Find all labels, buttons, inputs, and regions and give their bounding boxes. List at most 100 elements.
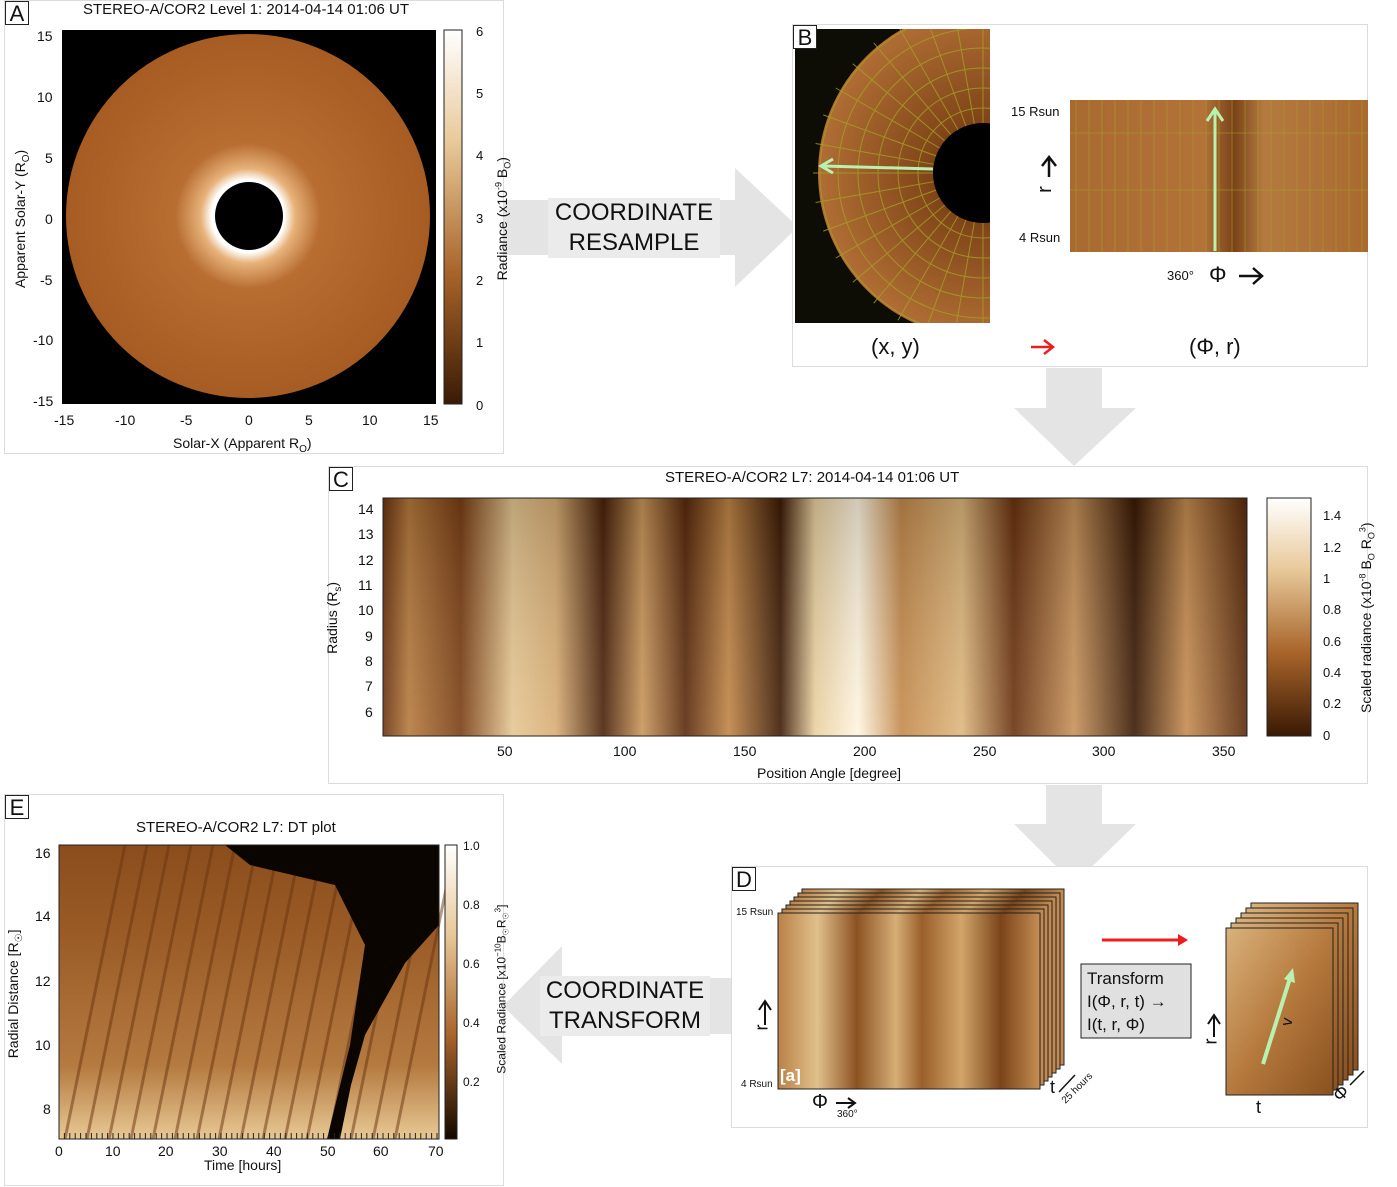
panel-e-ytick: 12 [35,973,51,989]
dt-streak [261,844,325,1140]
panel-a-cbar-label: Radiance (x10-9 BO) [493,149,512,289]
panel-c-xlabel: Position Angle [degree] [757,765,901,781]
panel-c-cbar-label-sub: O [1366,553,1377,561]
transform-line2: TRANSFORM [549,1007,701,1034]
dt-streak [195,844,259,1140]
panel-e-xtick: 70 [428,1143,444,1159]
resample-line2: RESAMPLE [568,229,700,256]
panel-b-arrow-up-head [1205,106,1225,122]
polar-ray [815,181,934,204]
dt-streak [129,844,193,1140]
panel-c-cbar-tick: 0.8 [1323,602,1342,617]
panel-b-rect-grid [1070,100,1368,252]
dt-streak [283,844,347,1140]
panel-a-xtick: 15 [423,412,439,428]
panel-a-cbar-tick: 3 [476,211,484,226]
panel-a-ytick: 0 [45,211,53,227]
panel-d-phi-arrow-head [847,1097,857,1109]
dt-streak [173,844,237,1140]
panel-e-cbar-tick: 0.6 [463,957,480,971]
panel-b-r-bottom: 4 Rsun [1019,230,1061,245]
panel-d-transform-line2: I(Φ, r, t) → [1087,992,1167,1011]
panel-e-xtick: 60 [373,1143,389,1159]
panel-c-cbar-tick: 0.4 [1323,665,1342,680]
panel-c-cbar-label-exp: -8 [1357,573,1368,582]
panel-e-colorbar [444,844,458,1140]
panel-e-cbar-label-mid2: R [494,919,509,929]
panel-c: C STEREO-A/COR2 L7: 2014-04-14 01:06 UT [324,466,1377,784]
panel-a-colorbar [443,29,463,405]
panel-c-ytick: 11 [358,577,373,593]
panel-e-cbar-tick: 0.4 [463,1016,480,1030]
panel-e-minor-ticks [58,1133,438,1139]
polar-ray [873,42,952,136]
panel-e-cbar-label-end: ] [494,904,509,908]
panel-d-r-arrow-head [758,999,772,1011]
panel-c-xtick: 250 [973,743,997,759]
panel-a-cbar-tick: 5 [476,86,484,101]
panel-c-ylabel-end: ) [324,581,341,587]
panel-e-xtick: 40 [266,1143,282,1159]
panel-c-frame [382,497,1248,737]
panel-c-colorbar [1266,497,1312,737]
polar-ray [956,222,975,323]
panel-c-cbar-label-exp2: 3 [1357,527,1368,533]
dt-streak [107,844,171,1140]
panel-e: E STEREO-A/COR2 L7: DT plot 0 10 20 30 4… [4,794,511,1186]
polar-ray [815,142,934,165]
polar-ring [877,67,990,279]
panel-b-phi-start: 360° [1167,268,1194,283]
panel-c-ylabel: Radius (Rs) [324,568,344,668]
panel-a-cbar-tick: 6 [476,24,484,39]
panel-a-cbar-label-mid: B [493,168,510,183]
panel-c-cbar-label: Scaled radiance (x10-8 BO RO3) [1357,518,1376,718]
panel-a-cbar-label-text: Radiance (x10 [493,190,510,281]
panel-a-ylabel: Apparent Solar-Y (RO) [12,139,32,299]
panel-a-image [62,29,463,405]
panel-e-xtick: 20 [158,1143,174,1159]
panel-a-ytick: 10 [37,89,53,105]
panel-e-xtick: 10 [105,1143,121,1159]
panel-e-cbar-label-sub: ☉ [501,928,511,936]
panel-b-r-symbol: r [1033,186,1056,193]
panel-a-ytick: 5 [45,150,53,166]
panel-c-ytick: 7 [365,678,373,694]
panel-d-red-arrow-head [1178,934,1188,946]
stack-frame [777,912,1041,1090]
panel-c-cbar-tick: 0 [1323,728,1331,743]
panel-d-right-t: t [1256,1097,1262,1117]
panel-b: B 15 Rsun 4 Rsun 360° Φ r (x, y) (Φ, r) [792,24,1368,367]
panel-a-cbar-label-end: ) [493,157,510,162]
dt-streak [85,844,149,1140]
panel-b-r-top: 15 Rsun [1011,104,1060,119]
panel-d-right-phi-arrow [1349,1070,1365,1086]
panel-a-xtick: -10 [115,412,136,428]
panel-a-cbar-tick: 2 [476,273,484,288]
panel-c-ytick: 13 [358,526,374,542]
panel-c-xtick: 100 [613,743,637,759]
polar-ring [897,87,990,259]
panel-c-cbar-tick: 1.2 [1323,540,1342,555]
panel-c-image [382,497,1312,737]
panel-d-transform-line1: Transform [1087,969,1164,988]
panel-d-transform-box [1080,963,1192,1039]
panel-a-xtick: 5 [305,412,313,428]
panel-e-xtick: 30 [212,1143,228,1159]
polar-ray [873,210,952,304]
panel-c-xtick: 350 [1212,743,1236,759]
panel-d-transposed-stack [1225,902,1359,1096]
panel-c-cbar-label-text: Scaled radiance (x10 [1357,581,1374,713]
panel-e-cbar-label-sub2: ☉ [501,912,511,920]
panel-a-cbar-tick: 4 [476,148,484,163]
coordinate-resample-label: COORDINATE RESAMPLE [548,198,720,258]
panel-d-speed-arrow-head [1284,968,1295,983]
panel-e-dark-region [225,845,439,1139]
panel-c-ytick: 12 [358,552,374,568]
panel-a-xlabel-sub: O [299,443,307,455]
panel-a-ylabel-end: ) [12,149,29,155]
panel-e-xlabel: Time [hours] [204,1157,282,1173]
panel-d-transform-line3: I(t, r, Φ) [1087,1015,1145,1034]
panel-c-cbar-label-mid: B [1357,560,1374,574]
polar-ray [897,216,959,321]
panel-d-phi-end: 360° [837,1109,858,1120]
